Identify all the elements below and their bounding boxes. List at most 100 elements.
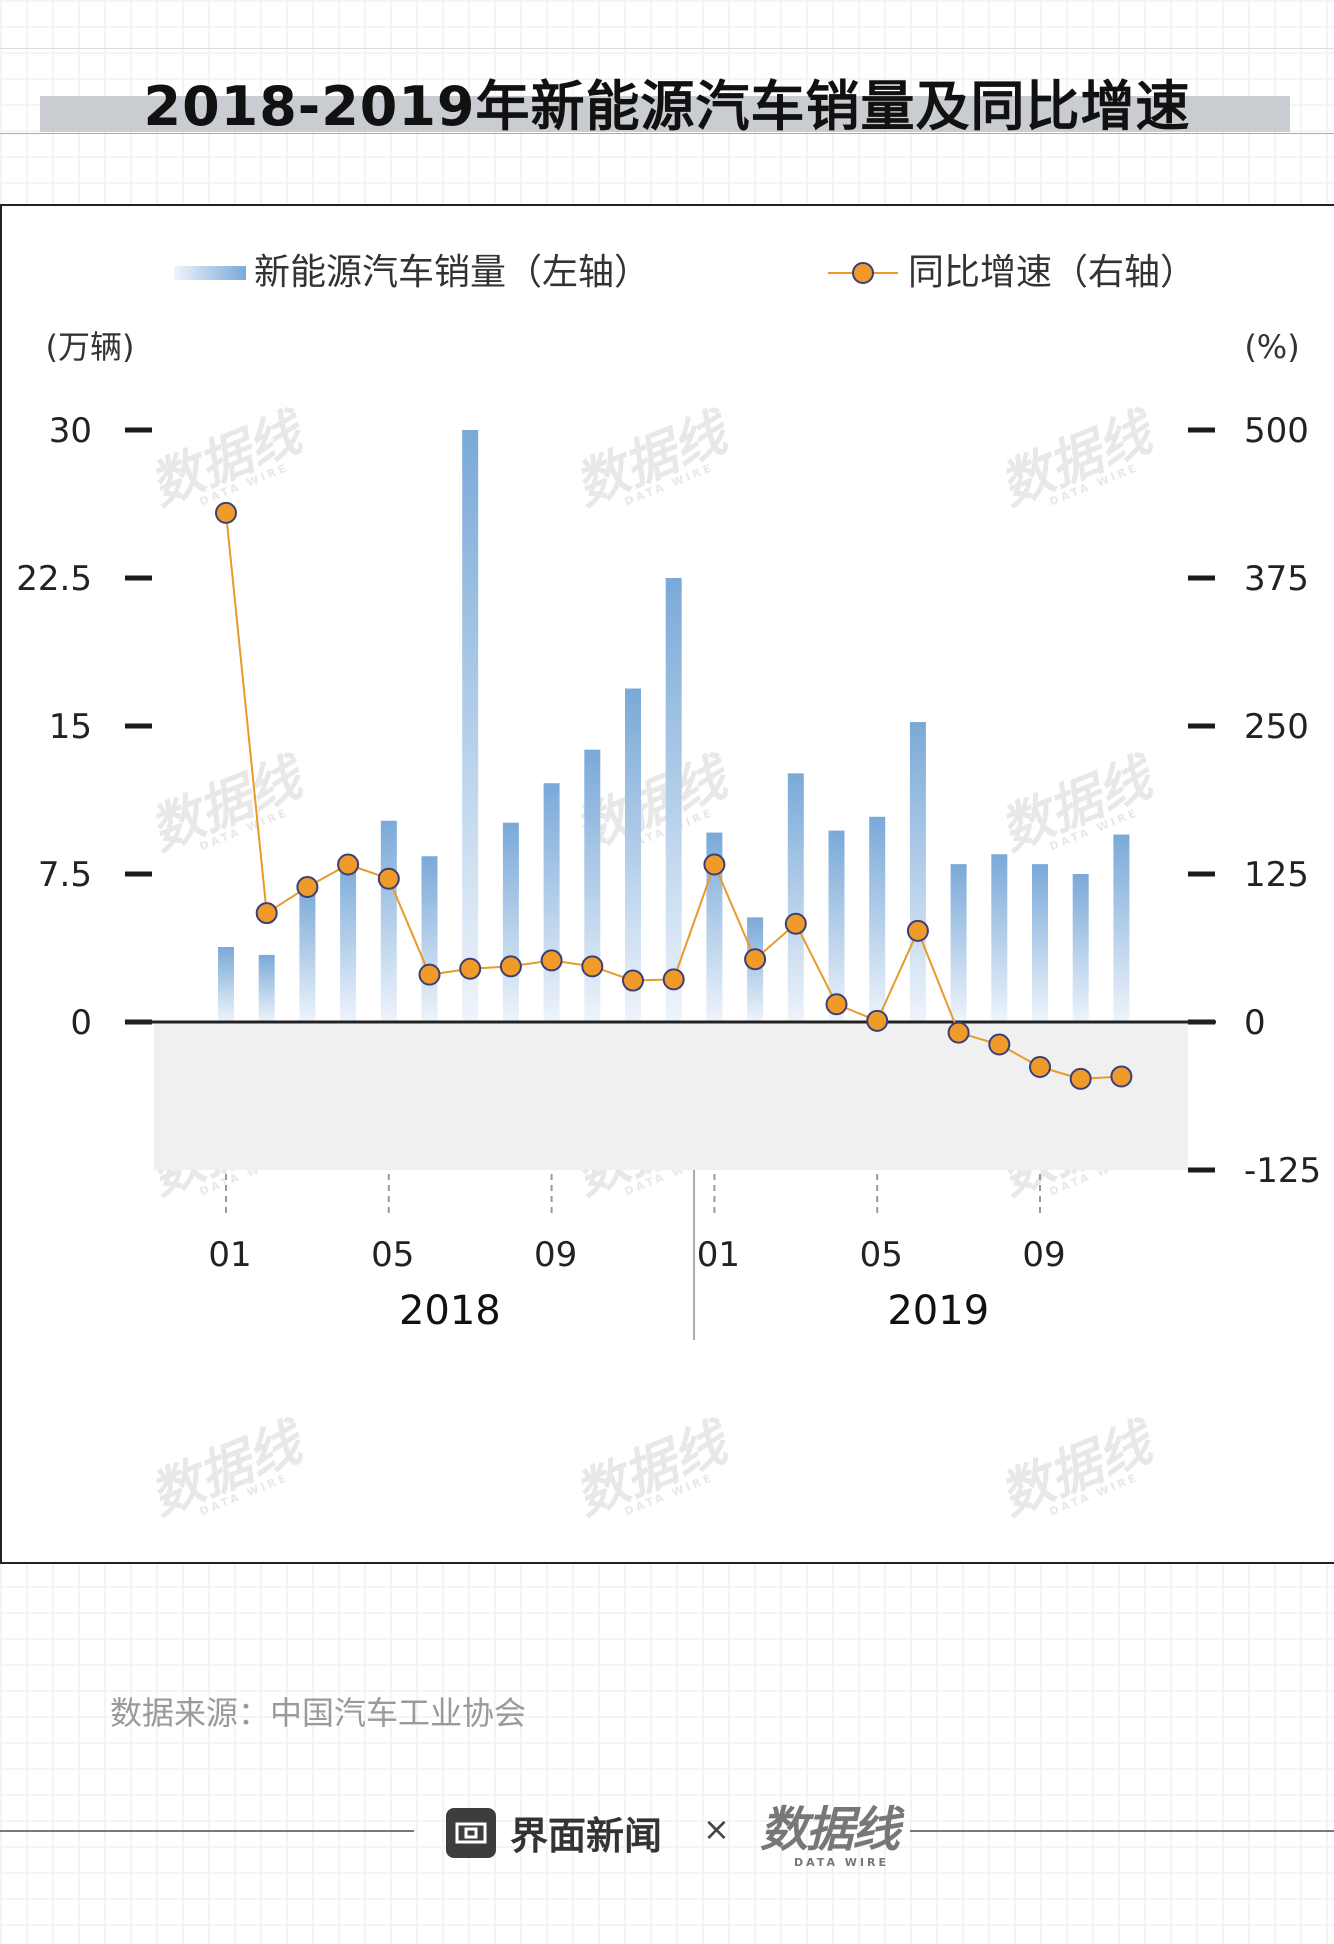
title-rule	[0, 133, 1334, 134]
x-tick-label: 01	[697, 1235, 740, 1275]
bar-2019-06	[909, 722, 926, 1022]
watermark-text: 数据线	[142, 401, 315, 517]
watermark-text: 数据线	[142, 1411, 315, 1527]
bar-2018-05	[380, 820, 397, 1022]
right-tick-label: -125	[1244, 1151, 1321, 1191]
brand-times-sign: ×	[703, 1810, 730, 1848]
bar-2019-11	[1113, 834, 1130, 1022]
growth-point-2018-07	[459, 957, 482, 980]
bar-2018-12	[665, 578, 682, 1022]
bar-2018-01	[218, 947, 234, 1022]
growth-point-2018-01	[215, 501, 237, 524]
left-tick-label: 22.5	[16, 559, 92, 599]
growth-point-2018-12	[662, 968, 685, 991]
x-tick-label: 05	[371, 1235, 414, 1275]
footer-right-rule	[910, 1830, 1334, 1832]
jiemian-logo-icon	[446, 1807, 496, 1858]
growth-point-2018-05	[377, 867, 400, 890]
growth-point-2019-06	[906, 919, 929, 942]
left-tick-label: 15	[49, 707, 92, 747]
growth-point-2018-02	[255, 902, 278, 925]
bar-2019-03	[787, 773, 804, 1022]
growth-point-2018-08	[499, 955, 522, 978]
growth-point-2019-07	[947, 1021, 970, 1044]
bar-2019-07	[950, 864, 967, 1022]
year-label-2018: 2018	[399, 1288, 501, 1334]
growth-point-2019-09	[1029, 1055, 1051, 1078]
watermark-text: 数据线	[567, 1411, 740, 1527]
growth-point-2019-02	[744, 948, 767, 971]
growth-point-2019-04	[825, 993, 848, 1016]
brand-jiemian[interactable]: 界面新闻	[446, 1805, 662, 1860]
year-label-2019: 2019	[887, 1288, 989, 1334]
growth-point-2019-11	[1110, 1065, 1133, 1088]
brand-jiemian-text: 界面新闻	[510, 1814, 663, 1858]
x-tick-label: 09	[1022, 1235, 1065, 1275]
growth-point-2018-06	[418, 963, 441, 986]
right-tick-label: 0	[1244, 1003, 1266, 1043]
source-note: 数据来源：中国汽车工业协会	[110, 1694, 527, 1732]
bar-2018-10	[584, 749, 601, 1022]
growth-point-2019-01	[703, 853, 726, 876]
left-axis-unit: (万辆)	[46, 328, 135, 366]
title-band	[40, 96, 1290, 132]
bar-2019-10	[1072, 874, 1089, 1022]
growth-point-2018-03	[296, 876, 319, 899]
growth-point-2019-10	[1069, 1067, 1092, 1090]
left-tick-label: 30	[49, 411, 92, 451]
growth-point-2018-11	[622, 969, 644, 992]
bar-2018-07	[462, 430, 479, 1022]
right-tick-label: 375	[1244, 559, 1309, 599]
x-tick-label: 05	[860, 1235, 903, 1275]
growth-point-2018-04	[337, 853, 360, 876]
growth-point-2019-08	[988, 1033, 1011, 1056]
watermark-text: 数据线	[567, 401, 740, 517]
bar-2018-04	[340, 860, 357, 1022]
bar-2018-02	[258, 954, 275, 1022]
brand-datawire-sub: DATA WIRE	[794, 1856, 889, 1869]
watermark-text: 数据线	[992, 1411, 1165, 1527]
title-top-rule	[0, 48, 1334, 49]
legend-line-marker	[852, 262, 874, 284]
growth-point-2018-10	[581, 955, 604, 978]
growth-point-2018-09	[540, 949, 563, 972]
watermark-text: 数据线	[142, 746, 315, 862]
left-tick-label: 0	[70, 1003, 92, 1043]
bar-2018-06	[421, 856, 438, 1022]
growth-point-2019-05	[866, 1009, 889, 1032]
bar-2019-08	[991, 854, 1008, 1022]
right-tick-label: 125	[1244, 855, 1309, 895]
brand-datawire[interactable]: 数据线 DATA WIRE	[760, 1790, 900, 1869]
bar-2018-09	[543, 783, 560, 1022]
left-tick-label: 7.5	[38, 855, 92, 895]
bar-2018-11	[625, 688, 641, 1022]
legend-bar-swatch	[174, 266, 246, 280]
right-tick-label: 250	[1244, 707, 1309, 747]
brand-datawire-text: 数据线	[760, 1802, 900, 1858]
page-title: 2018-2019年新能源汽车销量及同比增速	[143, 75, 1191, 138]
bar-2019-05	[869, 816, 886, 1022]
legend-bar-label: 新能源汽车销量（左轴）	[254, 252, 650, 293]
negative-band	[154, 1022, 1188, 1170]
chart-frame: 数据线 DATA WIRE 数据线 DATA WIRE 数据线 DATA WIRE 数据线 D…	[0, 204, 1334, 1564]
legend-line-label: 同比增速（右轴）	[908, 252, 1196, 293]
bar-2019-09	[1032, 864, 1048, 1022]
growth-point-2019-03	[784, 912, 807, 935]
right-tick-label: 500	[1244, 411, 1309, 451]
bar-2018-08	[502, 822, 519, 1022]
footer-left-rule	[0, 1830, 414, 1832]
bar-2018-03	[299, 887, 316, 1022]
x-tick-label: 09	[534, 1235, 577, 1275]
watermark-text: 数据线	[992, 401, 1165, 517]
right-axis-unit: (%)	[1244, 328, 1299, 366]
x-tick-label: 01	[208, 1235, 251, 1275]
